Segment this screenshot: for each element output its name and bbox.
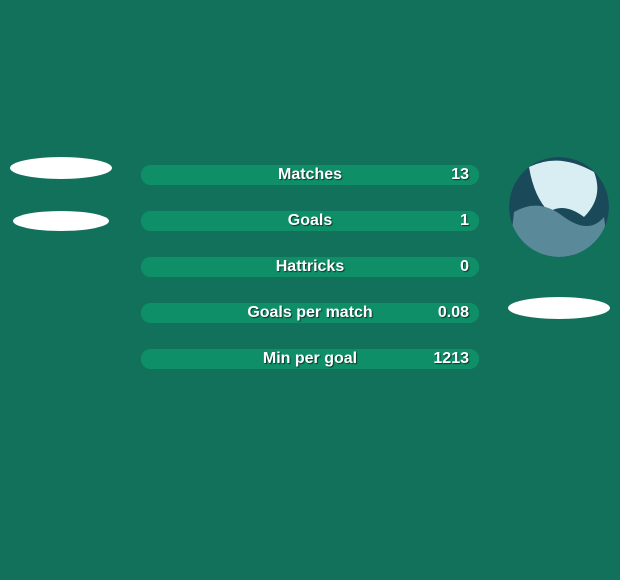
stat-row-right-fill (141, 349, 479, 369)
stat-row-right-fill (141, 257, 479, 277)
player-right-column (504, 157, 614, 319)
stat-value-right: 0.08 (438, 303, 469, 323)
player-left-column (6, 157, 116, 231)
stat-row: Matches13 (141, 165, 479, 185)
avatar-image (509, 157, 609, 257)
stat-row: Goals per match0.08 (141, 303, 479, 323)
stat-value-right: 1 (460, 211, 469, 231)
stat-value-right: 0 (460, 257, 469, 277)
stat-row-right-fill (141, 303, 479, 323)
stat-row: Goals1 (141, 211, 479, 231)
comparison-infographic: Mads Joergensen vs Jeppe Tverskov Club c… (0, 0, 620, 580)
stat-value-right: 1213 (433, 349, 469, 369)
comparison-area: Matches13 Goals1 Hattricks0 Goals per match… (0, 165, 620, 369)
stat-row: Hattricks0 (141, 257, 479, 277)
stat-value-right: 13 (451, 165, 469, 185)
stat-row: Min per goal1213 (141, 349, 479, 369)
player-right-avatar (509, 157, 609, 257)
stat-row-right-fill (141, 211, 479, 231)
stat-row-right-fill (141, 165, 479, 185)
player-left-ellipse-2 (13, 211, 109, 231)
comparison-bars: Matches13 Goals1 Hattricks0 Goals per match… (141, 165, 479, 369)
player-left-ellipse-1 (10, 157, 112, 179)
player-right-ellipse (508, 297, 610, 319)
